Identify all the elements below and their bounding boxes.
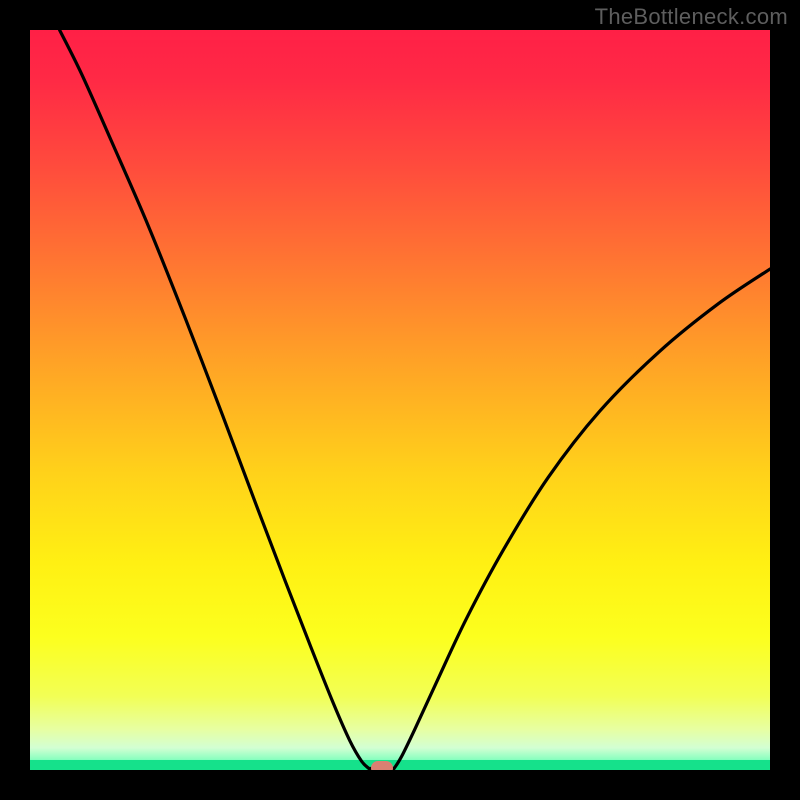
- chart-frame: TheBottleneck.com: [0, 0, 800, 800]
- bottleneck-marker: [371, 761, 393, 770]
- v-curve: [30, 30, 770, 770]
- watermark-text: TheBottleneck.com: [595, 4, 788, 30]
- plot-area: [30, 30, 770, 770]
